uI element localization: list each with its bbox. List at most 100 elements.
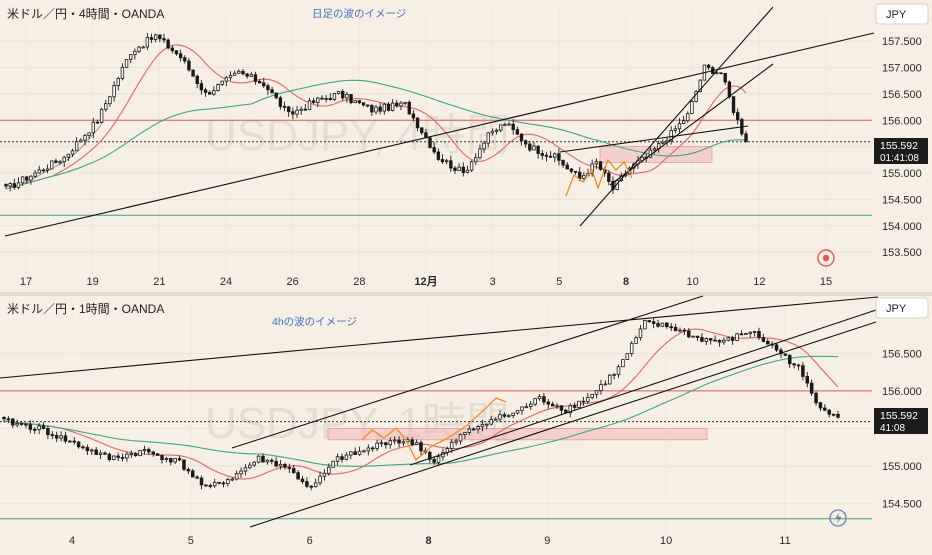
bottom-candle	[568, 405, 573, 414]
bottom-chart-title: 米ドル／円・1時間・OANDA	[7, 302, 164, 316]
top-candle	[83, 135, 87, 141]
top-x-tick-label: 12月	[414, 275, 437, 288]
top-candle	[58, 161, 62, 164]
top-candle	[478, 148, 482, 159]
bottom-candle	[331, 460, 335, 468]
top-candle	[25, 176, 29, 181]
top-candle	[519, 133, 524, 142]
top-candle	[191, 69, 195, 77]
top-candle	[361, 102, 366, 106]
top-candle	[374, 106, 378, 113]
bottom-price-axis[interactable]: 154.500 155.000 156.000 156.500	[882, 348, 922, 510]
top-candle	[91, 121, 95, 134]
bottom-trendline	[0, 296, 879, 379]
bottom-candle	[774, 344, 779, 351]
top-x-tick-label: 15	[820, 276, 832, 288]
top-candle	[149, 37, 154, 40]
bottom-candle	[120, 457, 125, 459]
top-candle	[99, 108, 104, 123]
bottom-candle	[647, 320, 652, 323]
bottom-candle	[682, 329, 687, 332]
bottom-candle	[449, 441, 454, 450]
bottom-currency-label: JPY	[886, 303, 907, 315]
bottom-candle	[76, 441, 81, 448]
top-candle	[320, 97, 324, 100]
top-candle	[561, 159, 565, 166]
bottom-y-tick-label: 156.000	[882, 386, 922, 398]
top-candle	[420, 127, 424, 134]
top-candle	[232, 72, 237, 76]
bottom-candle	[204, 484, 208, 487]
top-candle	[341, 90, 345, 99]
top-x-tick-label: 3	[490, 276, 496, 288]
bottom-candle	[779, 349, 783, 355]
bottom-candle	[678, 329, 682, 332]
lightning-icon[interactable]	[829, 509, 847, 527]
top-candle	[598, 161, 603, 170]
top-chart-pane[interactable]: USDJPY, 4時間 153.500 154.000 154.500 155.000…	[0, 0, 932, 292]
bottom-time-axis[interactable]: 4 5 6 8 9 10 11	[69, 535, 791, 547]
top-chart-title: 米ドル／円・4時間・OANDA	[7, 7, 164, 21]
bottom-candle	[353, 451, 357, 455]
bottom-x-tick-label: 9	[544, 535, 550, 547]
top-candle	[195, 75, 199, 85]
top-candle	[66, 153, 71, 158]
bottom-chart-pane[interactable]: USDJPY, 1時間 154.500 155.000 156.000 156.500…	[0, 295, 932, 550]
top-candle	[170, 47, 174, 52]
top-candle	[594, 161, 599, 165]
bottom-candle	[164, 458, 169, 461]
top-annotation: 日足の波のイメージ	[312, 7, 406, 20]
top-ma-slow	[5, 79, 747, 190]
top-candle	[482, 142, 486, 150]
top-candle	[669, 130, 673, 142]
bottom-candle	[384, 442, 388, 446]
top-candle	[37, 169, 41, 174]
top-candle	[328, 98, 332, 100]
bottom-candle	[142, 449, 147, 452]
top-candle	[652, 148, 657, 151]
bottom-candle	[410, 439, 414, 445]
top-candle	[145, 37, 150, 48]
top-candle	[548, 155, 553, 158]
bottom-candle	[357, 450, 362, 455]
bottom-candle	[612, 373, 616, 376]
top-candle	[311, 100, 316, 103]
bottom-y-tick-label: 156.500	[882, 348, 922, 360]
bottom-candle	[287, 466, 292, 469]
pane-separator[interactable]	[0, 292, 932, 296]
bottom-currency-badge[interactable]	[875, 297, 929, 319]
bottom-candle	[85, 447, 90, 452]
bottom-trendline	[249, 321, 877, 528]
top-y-tick-label: 153.500	[882, 247, 922, 259]
bottom-candle	[511, 412, 515, 416]
bottom-candle	[590, 393, 594, 398]
bottom-candle	[243, 467, 248, 472]
bottom-candle	[195, 476, 199, 479]
bottom-x-tick-label: 8	[425, 535, 431, 547]
bottom-candle	[432, 458, 436, 463]
bottom-candle	[537, 396, 542, 400]
top-candle	[486, 132, 490, 144]
bottom-candle	[291, 468, 296, 474]
top-candle	[174, 50, 179, 55]
top-candle	[499, 124, 503, 131]
record-icon[interactable]	[817, 249, 835, 267]
top-candle	[523, 140, 528, 145]
top-time-axis[interactable]: 17 19 21 24 26 28 12月 3 5 8 10 12 15	[20, 275, 832, 288]
bottom-candle	[489, 419, 493, 425]
top-x-tick-label: 19	[87, 276, 99, 288]
top-candle	[199, 83, 204, 91]
top-candle	[432, 147, 436, 153]
bottom-candle	[436, 456, 441, 463]
bottom-candle	[11, 418, 15, 426]
top-candle	[137, 46, 141, 52]
top-currency-badge[interactable]	[875, 3, 929, 25]
bottom-candle	[230, 478, 235, 481]
top-candle	[266, 85, 270, 91]
bottom-candle	[50, 434, 55, 437]
bottom-candle	[318, 475, 322, 484]
top-candle	[540, 153, 544, 156]
top-candle	[216, 84, 220, 91]
top-candle	[490, 130, 495, 134]
